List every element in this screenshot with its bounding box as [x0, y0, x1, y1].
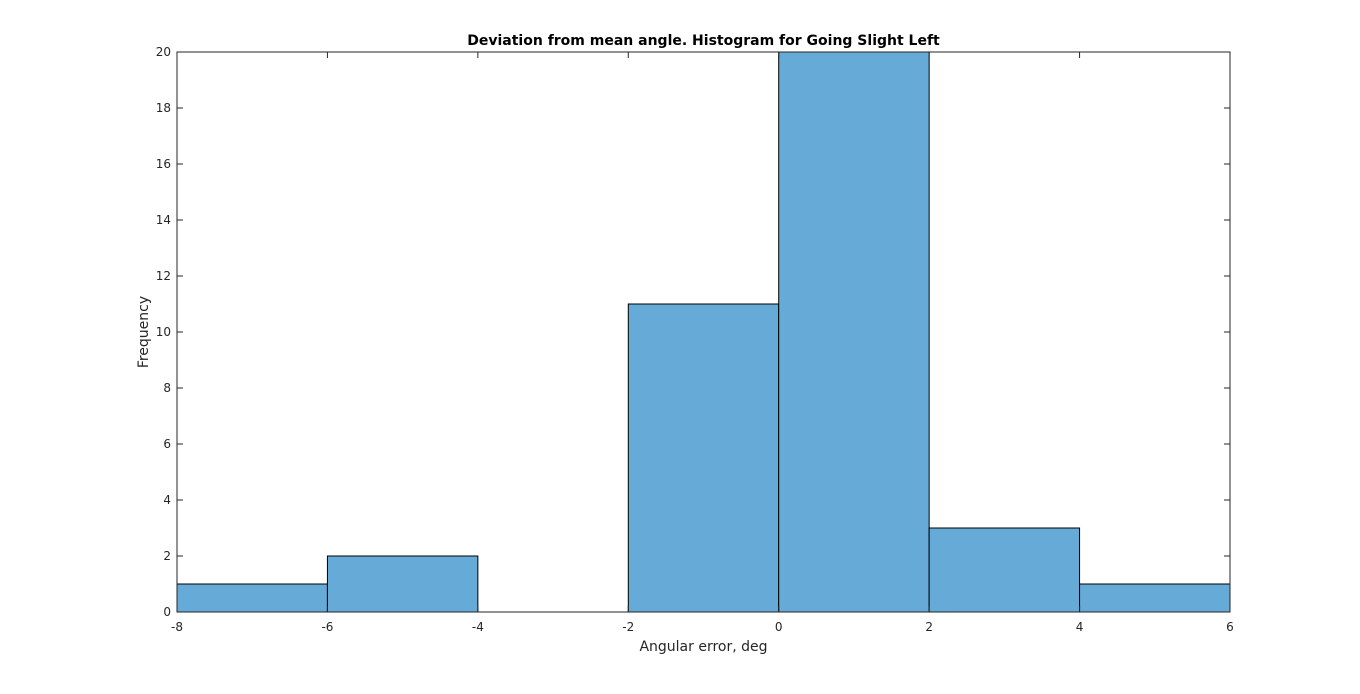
- x-tick-label: -6: [321, 620, 333, 634]
- histogram-bar: [326, 555, 479, 613]
- y-tick-label: 10: [156, 325, 171, 339]
- x-tick-label: -8: [171, 620, 183, 634]
- chart-title: Deviation from mean angle. Histogram for…: [467, 33, 940, 49]
- x-axis-title: Angular error, deg: [639, 639, 767, 655]
- histogram-bar: [176, 583, 328, 613]
- y-tick-label: 12: [156, 269, 171, 283]
- y-tick-label: 0: [163, 605, 171, 619]
- y-tick-label: 14: [156, 213, 171, 227]
- y-tick-label: 8: [163, 381, 171, 395]
- x-tick-label: -4: [472, 620, 484, 634]
- bars-layer: [176, 51, 1231, 613]
- x-tick-label: -2: [622, 620, 634, 634]
- ticks-layer: [176, 51, 1231, 613]
- y-tick-label: 2: [163, 549, 171, 563]
- x-tick-label: 0: [775, 620, 783, 634]
- histogram-bar: [1079, 583, 1231, 613]
- x-tick-label: 4: [1076, 620, 1084, 634]
- histogram-bar: [928, 527, 1081, 613]
- y-axis-title: Frequency: [136, 296, 152, 368]
- histogram-bar: [627, 303, 780, 613]
- y-tick-label: 16: [156, 157, 171, 171]
- x-tick-label: 6: [1226, 620, 1234, 634]
- y-tick-label: 4: [163, 493, 171, 507]
- y-tick-label: 20: [156, 45, 171, 59]
- y-tick-label: 18: [156, 101, 171, 115]
- tick-labels-layer: -8 -6 -4 -2 0 2 4 6 0 2 4 6 8 10 12 14 16 18 20: [156, 45, 1234, 634]
- x-tick-label: 2: [925, 620, 933, 634]
- y-tick-label: 6: [163, 437, 171, 451]
- histogram-bar: [778, 51, 930, 613]
